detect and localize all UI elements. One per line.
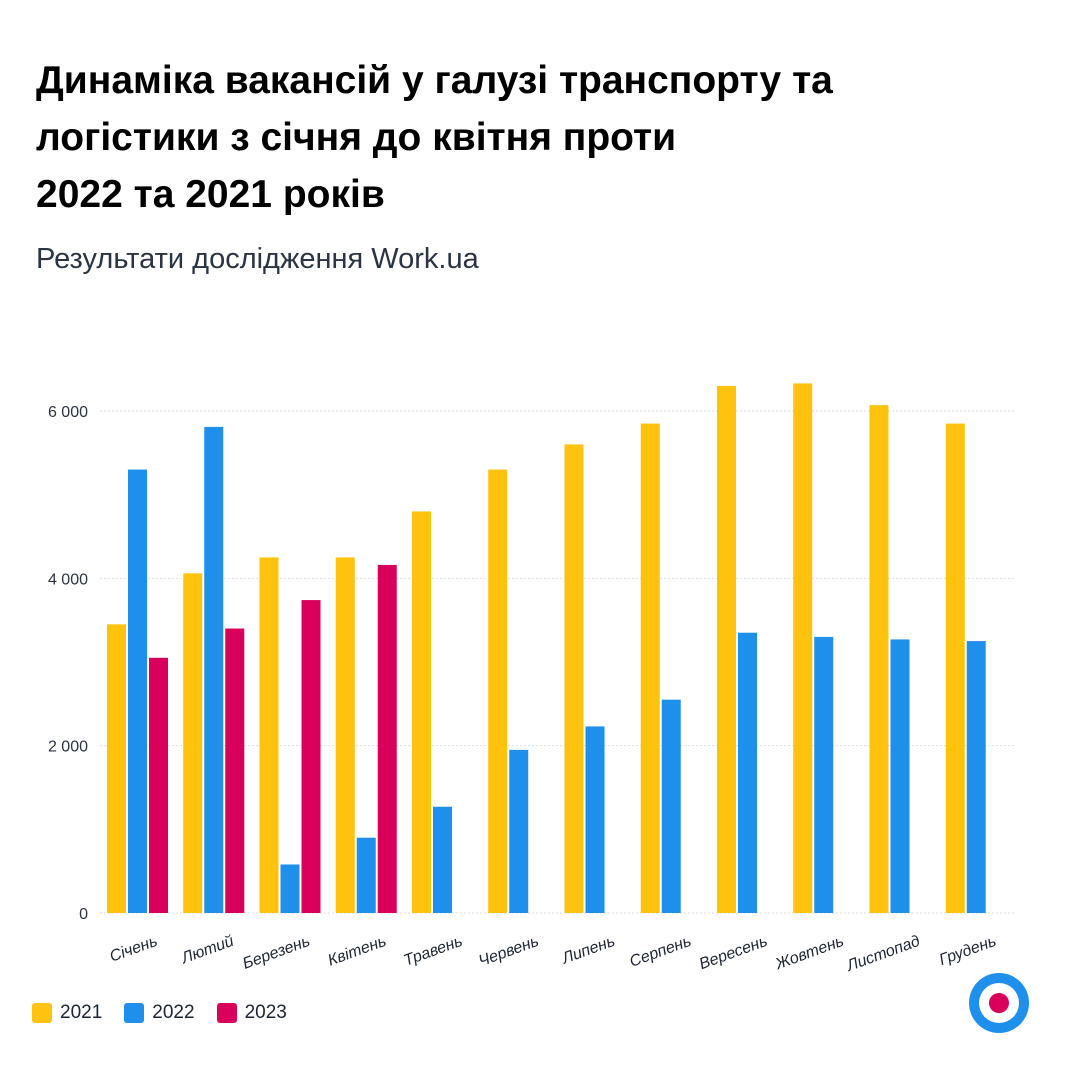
legend-label-2023: 2023: [244, 1002, 287, 1023]
y-tick-label: 0: [79, 906, 88, 923]
bar-2023-0: [149, 657, 168, 913]
legend-item-2023: 2023: [216, 1002, 287, 1024]
chart-title-line: логістики з січня до квітня проти: [36, 116, 677, 159]
x-tick-label: Липень: [559, 933, 617, 968]
bar-2022-0: [128, 469, 147, 913]
x-tick-label: Січень: [108, 933, 160, 966]
bar-2021-5: [488, 469, 508, 913]
x-tick-label: Лютий: [179, 933, 237, 968]
bar-2021-0: [107, 624, 126, 913]
bar-2021-4: [412, 511, 431, 913]
bar-2021-7: [640, 423, 660, 913]
bar-2022-7: [661, 699, 681, 913]
x-tick-label: Серпень: [627, 933, 693, 971]
chart-subtitle: Результати дослідження Work.ua: [36, 243, 479, 275]
legend-swatch-2023: [216, 1003, 237, 1023]
x-tick-label: Квітень: [326, 933, 389, 970]
bar-2021-11: [945, 423, 965, 913]
bar-2022-6: [585, 726, 605, 913]
bar-2021-3: [335, 557, 355, 913]
bar-2022-1: [204, 426, 224, 913]
x-tick-label: Травень: [402, 933, 465, 970]
legend-swatch-2021: [32, 1003, 52, 1023]
target-icon: [969, 973, 1029, 1033]
legend-label-2022: 2022: [152, 1002, 195, 1023]
bar-2022-3: [356, 837, 376, 913]
chart-title-line: 2022 та 2021 років: [36, 173, 385, 216]
legend-item-2022: 2022: [124, 1002, 195, 1024]
legend-label-2021: 2021: [60, 1002, 103, 1023]
bar-2023-2: [301, 600, 321, 913]
x-tick-label: Листопад: [844, 933, 923, 976]
x-tick-label: Жовтень: [772, 933, 846, 974]
bar-2021-1: [183, 573, 203, 913]
x-tick-label: Березень: [240, 933, 312, 973]
x-tick-label: Вересень: [697, 933, 770, 973]
bar-2023-3: [377, 564, 397, 913]
bar-2022-4: [433, 806, 452, 913]
y-tick-label: 2 000: [48, 739, 88, 756]
bar-2021-2: [259, 557, 279, 913]
bar-chart: 0 2 000 4 000 6 000 Січень Лютий Березень Квіте…: [48, 383, 1015, 976]
legend: 2021 2022 2023: [32, 1002, 287, 1024]
bar-2022-2: [280, 864, 300, 913]
chart-title-line: Динаміка вакансій у галузі транспорту та: [36, 59, 833, 102]
bar-2022-9: [814, 636, 834, 913]
bar-2021-9: [793, 383, 813, 913]
x-tick-label: Червень: [476, 933, 541, 970]
x-tick-label: Грудень: [937, 933, 999, 969]
bar-2022-8: [738, 632, 757, 913]
chart-title: Динаміка вакансій у галузі транспорту та…: [36, 52, 1036, 223]
bar-2022-5: [509, 749, 529, 913]
bar-2022-11: [966, 641, 986, 913]
bar-2023-1: [225, 628, 245, 913]
y-tick-label: 6 000: [48, 404, 88, 421]
bar-2022-10: [890, 639, 910, 913]
y-tick-label: 4 000: [48, 571, 88, 588]
legend-item-2021: 2021: [32, 1002, 102, 1024]
bar-2021-10: [869, 405, 889, 913]
bar-2021-6: [564, 444, 584, 913]
bar-2021-8: [717, 385, 736, 913]
legend-swatch-2022: [124, 1003, 145, 1023]
